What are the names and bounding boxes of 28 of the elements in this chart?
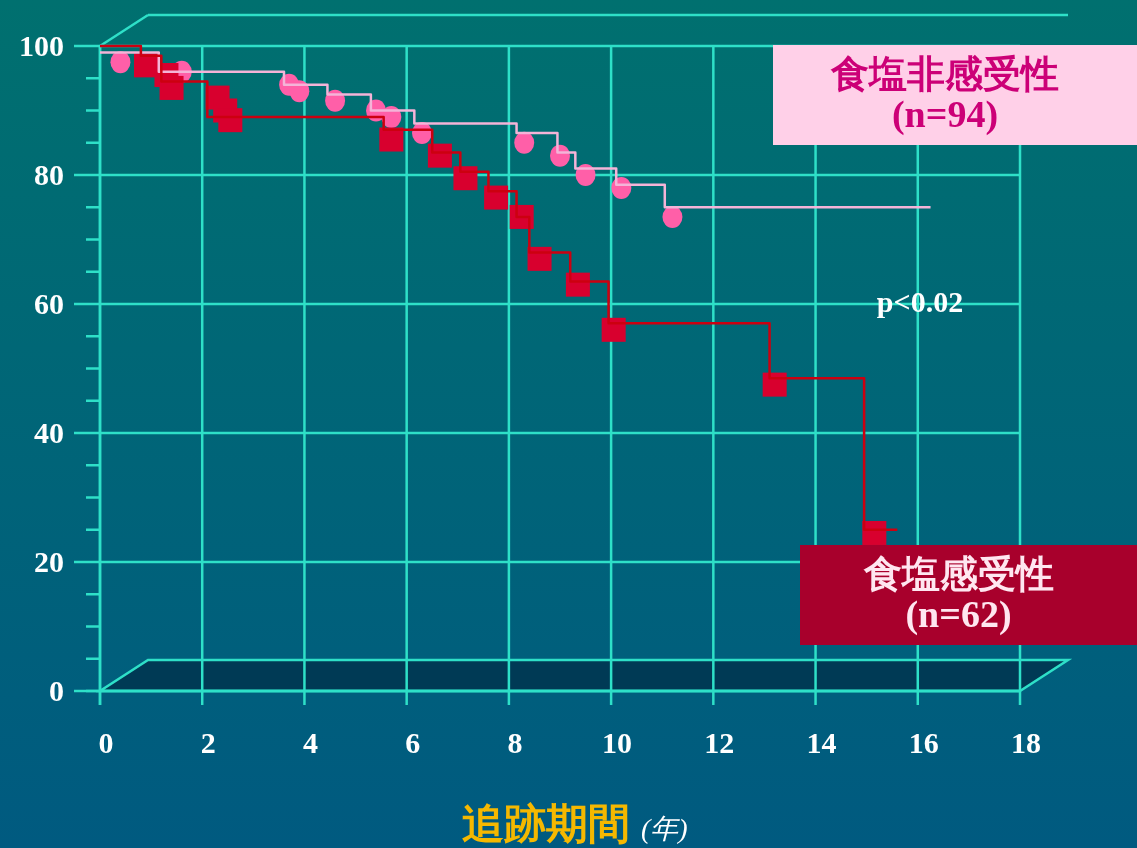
x-tick-label: 12 — [704, 726, 735, 759]
x-tick-label: 6 — [405, 726, 421, 759]
y-tick-label: 20 — [34, 545, 64, 578]
series-label: 食塩非感受性 (n=94) — [830, 53, 1059, 136]
y-tick-label: 60 — [34, 287, 64, 320]
series-label: 食塩感受性 (n=62) — [862, 553, 1054, 636]
annotation: p<0.02 — [876, 285, 964, 318]
x-tick-label: 18 — [1011, 726, 1041, 759]
point — [484, 185, 509, 210]
point — [110, 51, 131, 74]
label-box: 食塩感受性 (n=62) — [800, 545, 1137, 645]
point — [514, 131, 535, 154]
label-box: 食塩非感受性 (n=94) — [773, 45, 1137, 145]
x-tick-label: 8 — [507, 726, 523, 759]
x-tick-label: 10 — [602, 726, 633, 759]
x-tick-label: 0 — [98, 726, 114, 759]
x-axis-title: 追跡期間 (年) — [462, 801, 688, 847]
y-tick-label: 0 — [49, 674, 64, 707]
x-tick-label: 14 — [806, 726, 837, 759]
y-tick-label: 100 — [19, 29, 64, 62]
x-tick-label: 4 — [302, 726, 318, 759]
y-tick-label: 80 — [34, 158, 64, 191]
x-tick-label: 16 — [908, 726, 939, 759]
point — [762, 372, 787, 397]
point — [453, 166, 478, 191]
x-tick-label: 2 — [200, 726, 216, 759]
y-tick-label: 40 — [34, 416, 64, 449]
point — [379, 127, 404, 152]
